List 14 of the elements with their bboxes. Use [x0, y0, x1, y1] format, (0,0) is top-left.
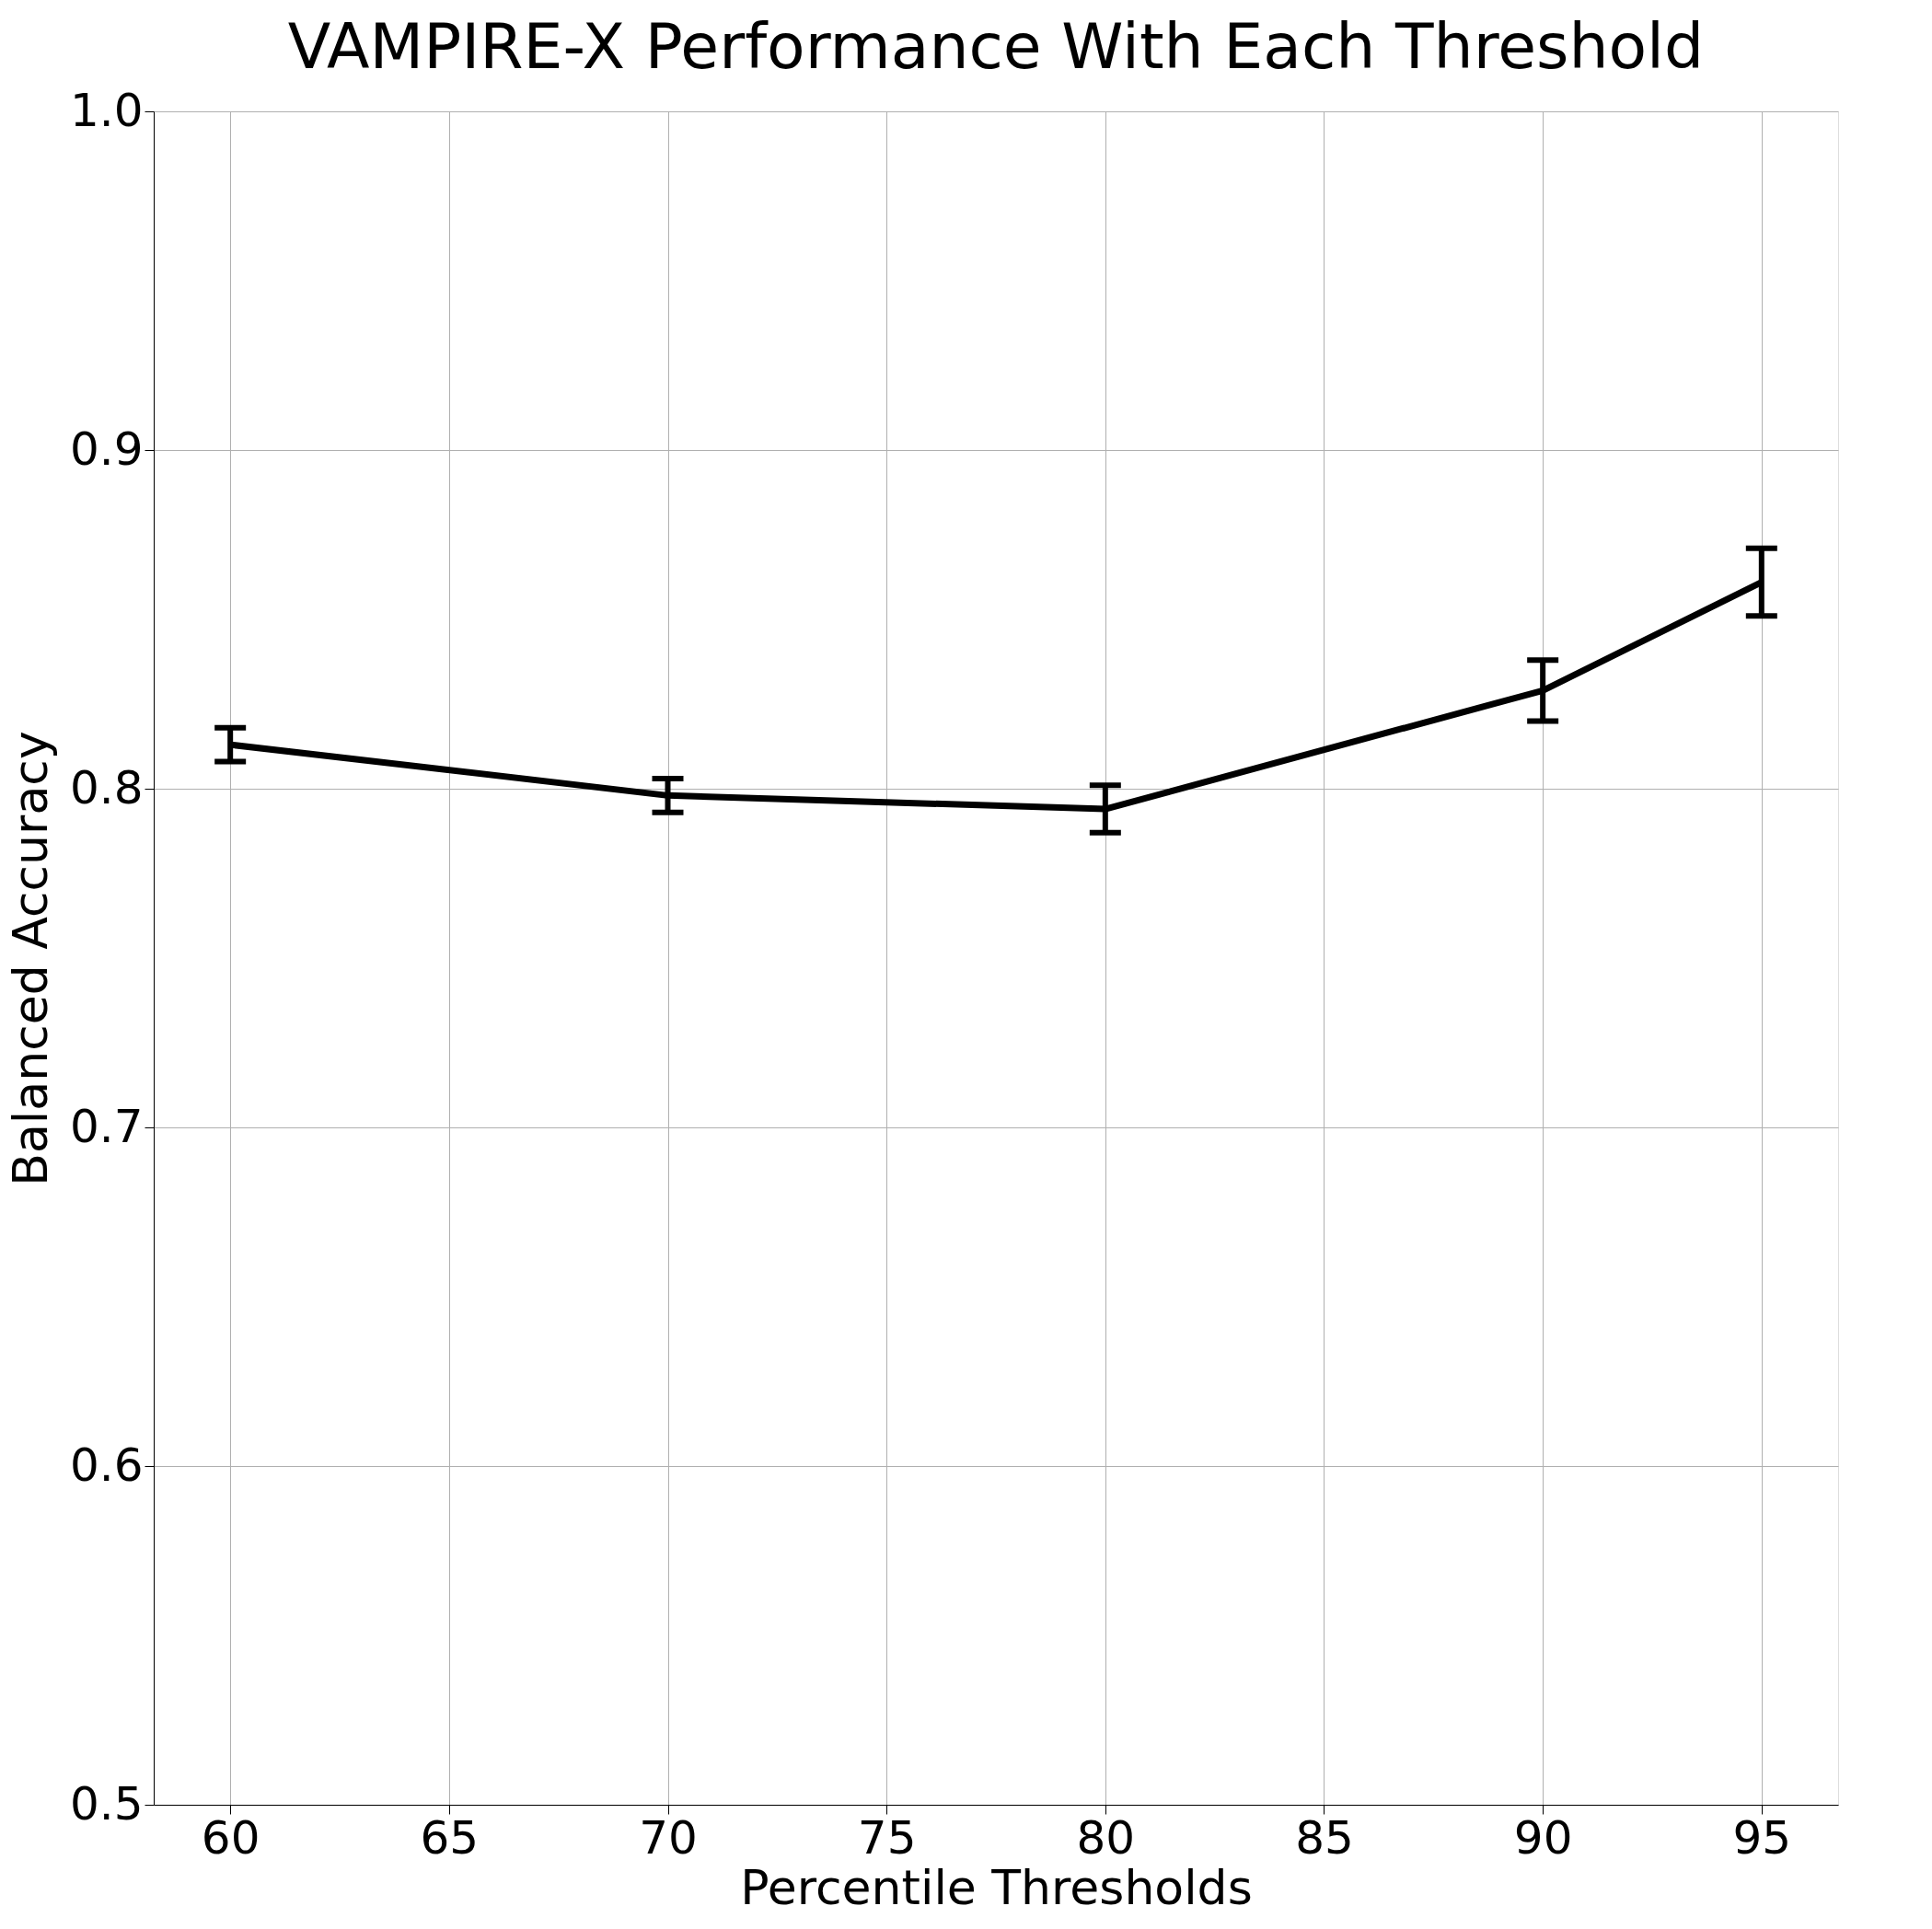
x-tick-label: 65: [420, 1810, 480, 1865]
x-tick-label: 85: [1295, 1810, 1354, 1865]
x-tick-label: 95: [1732, 1810, 1792, 1865]
chart-title: VAMPIRE-X Performance With Each Threshold: [287, 10, 1705, 83]
y-tick-label: 0.9: [69, 422, 144, 476]
y-tick-label: 0.6: [69, 1438, 144, 1492]
y-tick-label: 0.8: [69, 760, 144, 814]
y-tick-label: 0.7: [69, 1099, 144, 1153]
y-axis-title: Balanced Accuracy: [2, 731, 58, 1186]
x-tick-label: 90: [1513, 1810, 1573, 1865]
y-tick-label: 0.5: [69, 1776, 144, 1831]
y-tick-label: 1.0: [69, 83, 144, 137]
x-tick-label: 60: [201, 1810, 260, 1865]
x-tick-label: 70: [639, 1810, 698, 1865]
